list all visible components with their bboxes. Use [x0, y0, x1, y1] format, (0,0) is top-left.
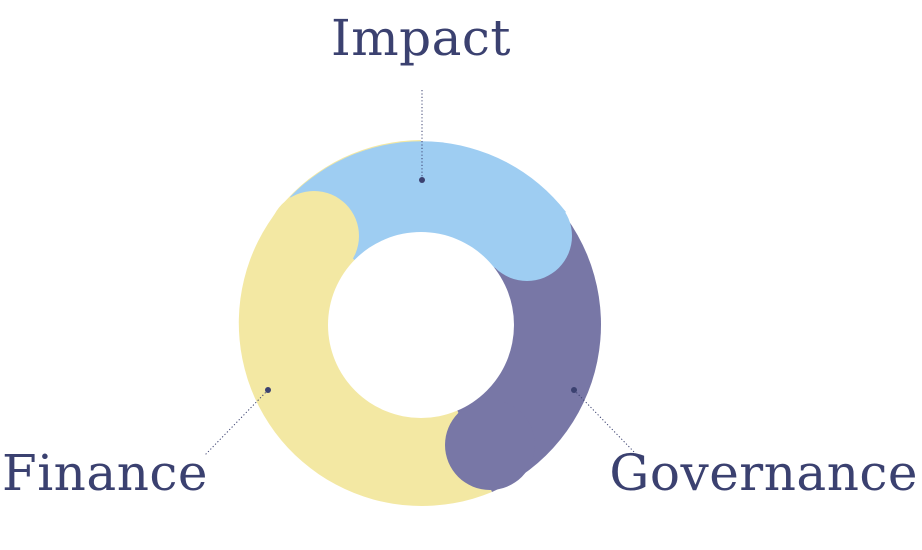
finance-label: Finance [2, 444, 208, 502]
governance-label: Governance [609, 444, 918, 502]
finance-leader-line [204, 389, 269, 456]
segment-impact-cap [482, 191, 572, 281]
governance-marker [571, 387, 577, 393]
finance-marker [265, 387, 271, 393]
segment-finance-cap-top [269, 191, 359, 281]
segment-governance-cap [445, 400, 535, 490]
impact-label: Impact [331, 9, 511, 67]
donut-hole [328, 232, 514, 418]
governance-leader-line [573, 389, 638, 456]
impact-marker [419, 177, 425, 183]
